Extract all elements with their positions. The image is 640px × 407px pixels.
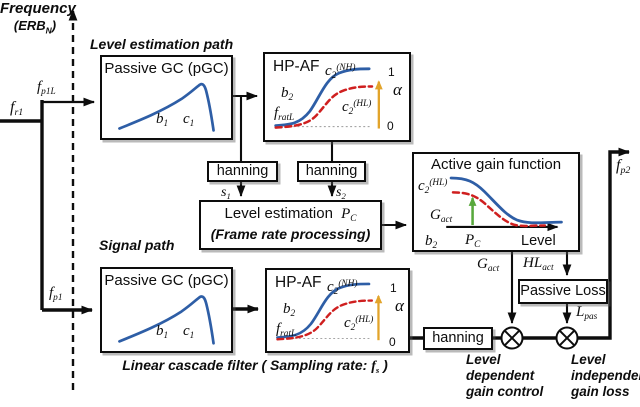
hpaf-title: HP-AF xyxy=(275,274,322,291)
signal-path-wires xyxy=(0,97,630,340)
level-path-label: Level estimation path xyxy=(90,36,234,52)
agf-c2hl-label: c2(HL) xyxy=(418,178,448,196)
agf-b2-label: b2 xyxy=(425,233,438,251)
signal-path-label: Signal path xyxy=(99,237,175,253)
hpaf-fratL-label: fratL xyxy=(276,321,297,339)
pgc-b1-label: b1 xyxy=(156,111,169,129)
level-estimation-title: Level estimation PC xyxy=(224,205,357,224)
hpaf-c2nh-label: c2(NH) xyxy=(325,63,356,81)
fp1L-label: fp1L xyxy=(37,79,56,97)
s1-label: s1 xyxy=(221,185,231,201)
hpaf-zero-label: 0 xyxy=(389,335,396,349)
hlact-wire-label: HLact xyxy=(523,255,554,273)
level-estimation-subtitle: (Frame rate processing) xyxy=(210,226,371,242)
hpaf-c2nh-label: c2(NH) xyxy=(327,279,358,297)
passive-loss-title: Passive Loss xyxy=(520,283,606,299)
hpaf-title: HP-AF xyxy=(273,58,320,75)
active-gain-curves xyxy=(446,176,563,232)
pgc-c1-label: c1 xyxy=(183,111,195,129)
hanning-label: hanning xyxy=(432,330,484,346)
agf-gact-label: Gact xyxy=(430,207,453,225)
hpaf-b2-label: b2 xyxy=(283,301,296,319)
hpaf-box-level-path: HP-AF c2(NH) b2 fratL c2(HL) 1 0 α xyxy=(263,52,411,142)
hanning-label: hanning xyxy=(216,163,269,179)
passive-loss-box: Passive Loss xyxy=(518,279,608,304)
hpaf-zero-label: 0 xyxy=(387,119,394,133)
pgc-box-signal-path: Passive GC (pGC) b1 c1 xyxy=(100,267,233,353)
s2-label: s2 xyxy=(336,185,346,201)
hanning-label: hanning xyxy=(305,163,358,179)
active-gain-title: Active gain function xyxy=(430,156,562,173)
hanning-box-1: hanning xyxy=(207,161,278,182)
hanning-box-3: hanning xyxy=(423,327,493,350)
fp2-label: fp2 xyxy=(616,157,631,177)
pgc-box-level-path: Passive GC (pGC) b1 c1 xyxy=(100,55,233,140)
hpaf-c2hl-label: c2(HL) xyxy=(344,315,374,333)
hpaf-alpha-label: α xyxy=(395,296,404,315)
pgc-title: Passive GC (pGC) xyxy=(104,272,229,289)
hpaf-box-signal-path: HP-AF c2(NH) b2 fratL c2(HL) 1 0 α xyxy=(265,268,410,353)
hanning-box-2: hanning xyxy=(297,161,366,182)
level-estimation-box: Level estimation PC (Frame rate processi… xyxy=(199,200,382,250)
gain-loss-caption: Level independent gain loss xyxy=(571,352,640,399)
gain-control-caption: Level dependent gain control xyxy=(466,352,544,399)
hpaf-curves xyxy=(274,67,383,129)
hpaf-c2hl-label: c2(HL) xyxy=(342,99,372,117)
hpaf-one-label: 1 xyxy=(388,65,395,79)
hpaf-fratL-label: fratL xyxy=(274,105,295,123)
fr1-label: fr1 xyxy=(10,99,24,119)
frequency-axis-label: Frequency (ERBN) xyxy=(0,0,76,36)
hpaf-b2-label: b2 xyxy=(281,85,294,103)
hpaf-one-label: 1 xyxy=(390,281,397,295)
linear-cascade-caption: Linear cascade filter ( Sampling rate: f… xyxy=(122,357,388,375)
pgc-curve xyxy=(118,82,215,132)
hpaf-curves xyxy=(276,282,383,341)
pgc-c1-label: c1 xyxy=(183,323,195,341)
pgc-b1-label: b1 xyxy=(156,323,169,341)
pgc-curve xyxy=(118,295,215,345)
hpaf-alpha-label: α xyxy=(393,80,402,99)
multiplier-gain-control xyxy=(500,326,524,350)
lpas-wire-label: Lpas xyxy=(576,304,598,322)
level-path-wires xyxy=(233,91,572,324)
agf-level-axis-label: Level xyxy=(521,233,556,249)
pgc-title: Passive GC (pGC) xyxy=(104,60,229,77)
multiplier-gain-loss xyxy=(555,326,579,350)
active-gain-function-box: Active gain function c2(HL) Gact b2 PC L… xyxy=(412,152,580,252)
gact-wire-label: Gact xyxy=(477,256,500,274)
fp1-label: fp1 xyxy=(49,285,63,303)
agf-pc-label: PC xyxy=(465,232,481,250)
